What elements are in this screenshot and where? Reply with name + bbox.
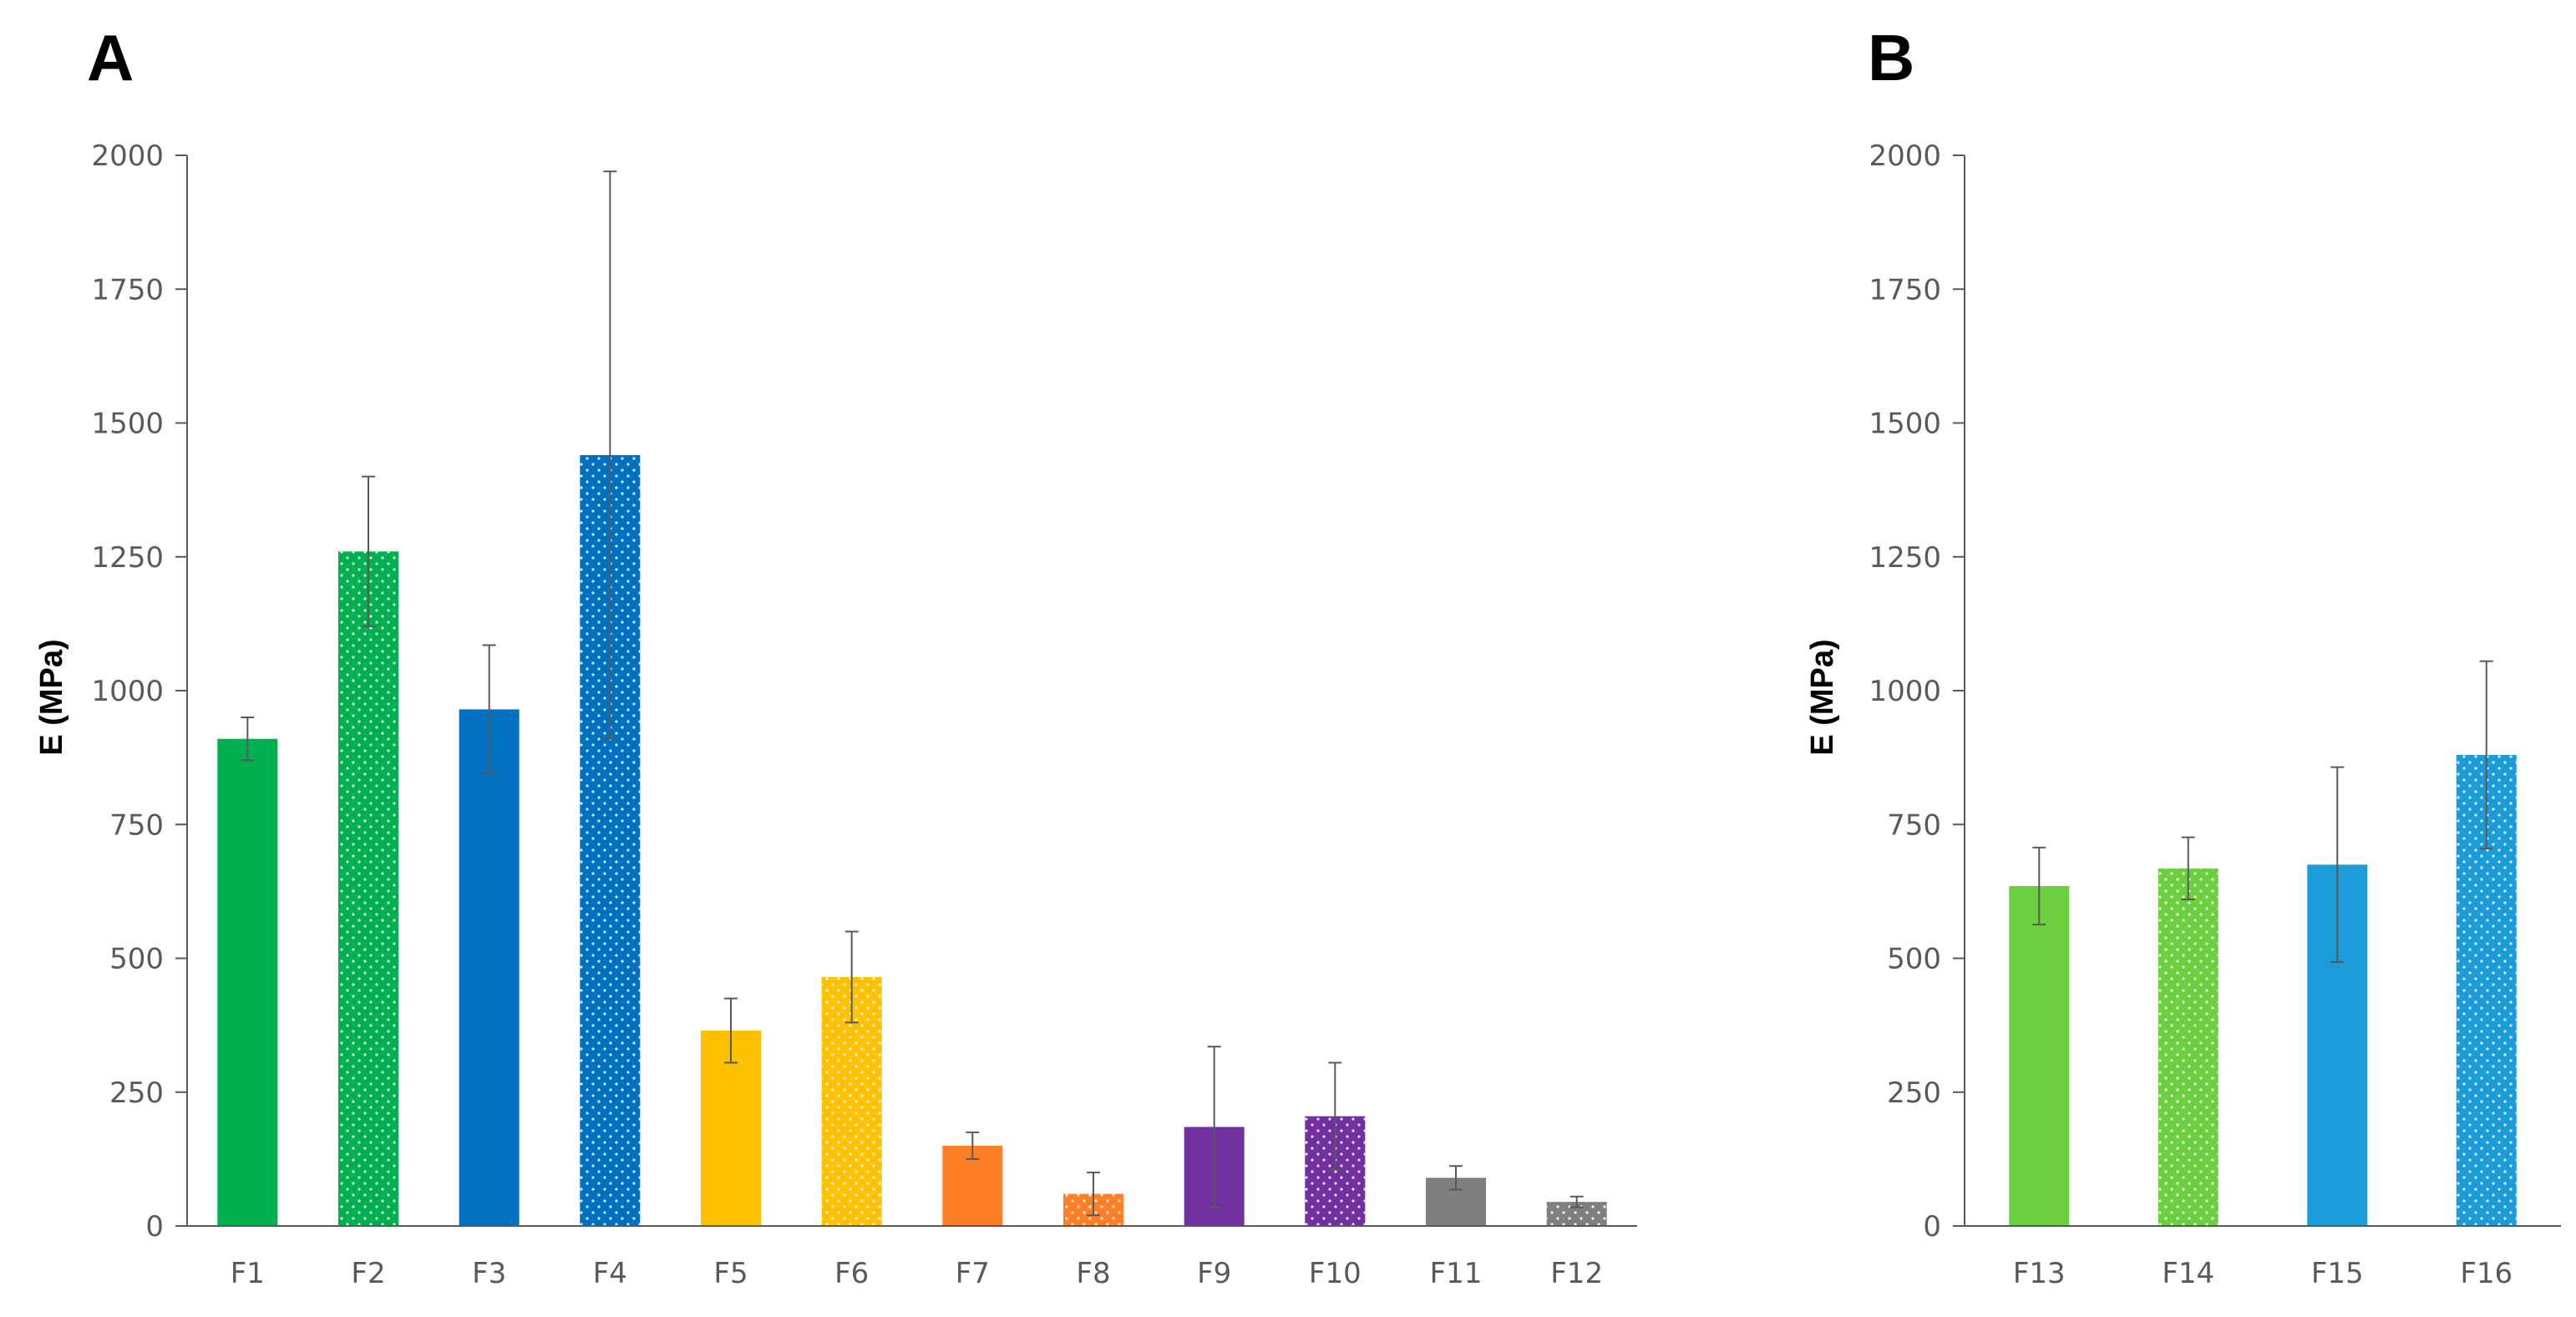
category-label-f3: F3 [472,1257,506,1290]
y-tick-label: 2000 [91,139,164,173]
error-bar-f4 [603,170,617,740]
panel-a: A E (MPa) 0 250 500 750 1000 1250 1500 1750 2000… [34,21,1637,1290]
error-bar-f12 [1569,1195,1584,1208]
error-bar-f16 [2479,660,2493,850]
y-tick-label: 1500 [91,408,164,441]
category-label-f2: F2 [351,1257,385,1290]
error-bar-f5 [724,997,738,1064]
category-label-f9: F9 [1197,1257,1231,1290]
y-axis-title-a: E (MPa) [34,639,69,755]
category-label-f7: F7 [956,1257,990,1290]
y-tick-label: 1750 [1869,273,1941,306]
category-label-f6: F6 [834,1257,869,1290]
error-bar-f9 [1207,1046,1221,1208]
category-label-f4: F4 [593,1257,627,1290]
error-bars-a [241,170,1584,1217]
error-bars-b [2032,660,2493,963]
category-label-f13: F13 [2013,1257,2066,1290]
y-tick-label: 1250 [1869,541,1941,575]
error-bar-f1 [241,717,255,762]
y-tick-label: 750 [1887,808,1941,842]
bar-f13 [2009,885,2070,1226]
category-label-f15: F15 [2311,1257,2364,1290]
bars-a [217,454,1607,1226]
error-bar-f3 [482,644,496,775]
category-label-f14: F14 [2162,1257,2214,1290]
category-label-f5: F5 [713,1257,748,1290]
category-label-f1: F1 [231,1257,265,1290]
y-tick-label: 1750 [91,273,164,306]
error-bar-f15 [2330,766,2345,963]
category-label-f16: F16 [2460,1257,2513,1290]
y-tick-label: 250 [109,1076,164,1110]
error-bar-f13 [2032,846,2046,926]
category-label-f10: F10 [1309,1257,1362,1290]
bar-dot-overlay-f14 [2158,868,2219,1226]
bar-f1 [217,738,278,1226]
y-tick-label: 2000 [1869,139,1941,173]
y-ticks-a: 0 250 500 750 1000 1250 1500 1750 2000 [91,139,187,1244]
panel-letter-b: B [1868,21,1914,94]
y-ticks-b: 0 250 500 750 1000 1250 1500 1750 2000 [1869,139,1965,1244]
y-tick-label: 0 [145,1210,164,1244]
y-tick-label: 1250 [91,541,164,575]
y-tick-label: 1000 [91,675,164,708]
category-label-f12: F12 [1550,1257,1603,1290]
error-bar-f14 [2181,836,2195,900]
bar-f3 [459,709,520,1226]
y-tick-label: 1500 [1869,408,1941,441]
y-tick-label: 500 [1887,943,1941,976]
panel-b: B E (MPa) 0 250 500 750 1000 1250 1500 1750 2000… [1805,21,2561,1290]
error-bar-f7 [966,1131,980,1160]
bars-b [2009,754,2517,1226]
y-tick-label: 0 [1923,1210,1941,1244]
panel-letter-a: A [87,21,134,94]
y-tick-label: 250 [1887,1076,1941,1110]
category-label-f8: F8 [1076,1257,1110,1290]
error-bar-f11 [1449,1165,1463,1191]
error-bar-f6 [844,930,859,1024]
error-bar-f8 [1087,1171,1100,1217]
category-label-f11: F11 [1430,1257,1483,1290]
y-tick-label: 500 [109,943,164,976]
category-labels-b: F13 F14 F15 F16 [2013,1257,2513,1290]
category-labels-a: F1 F2 F3 F4 F5 F6 F7 F8 F9 F10 F11 F12 [231,1257,1603,1290]
bar-dot-overlay-f2 [338,551,398,1226]
y-tick-label: 1000 [1869,675,1941,708]
error-bar-f2 [362,475,375,628]
error-bar-f10 [1328,1061,1342,1171]
y-tick-label: 750 [109,808,164,842]
y-axis-title-b: E (MPa) [1805,639,1840,755]
